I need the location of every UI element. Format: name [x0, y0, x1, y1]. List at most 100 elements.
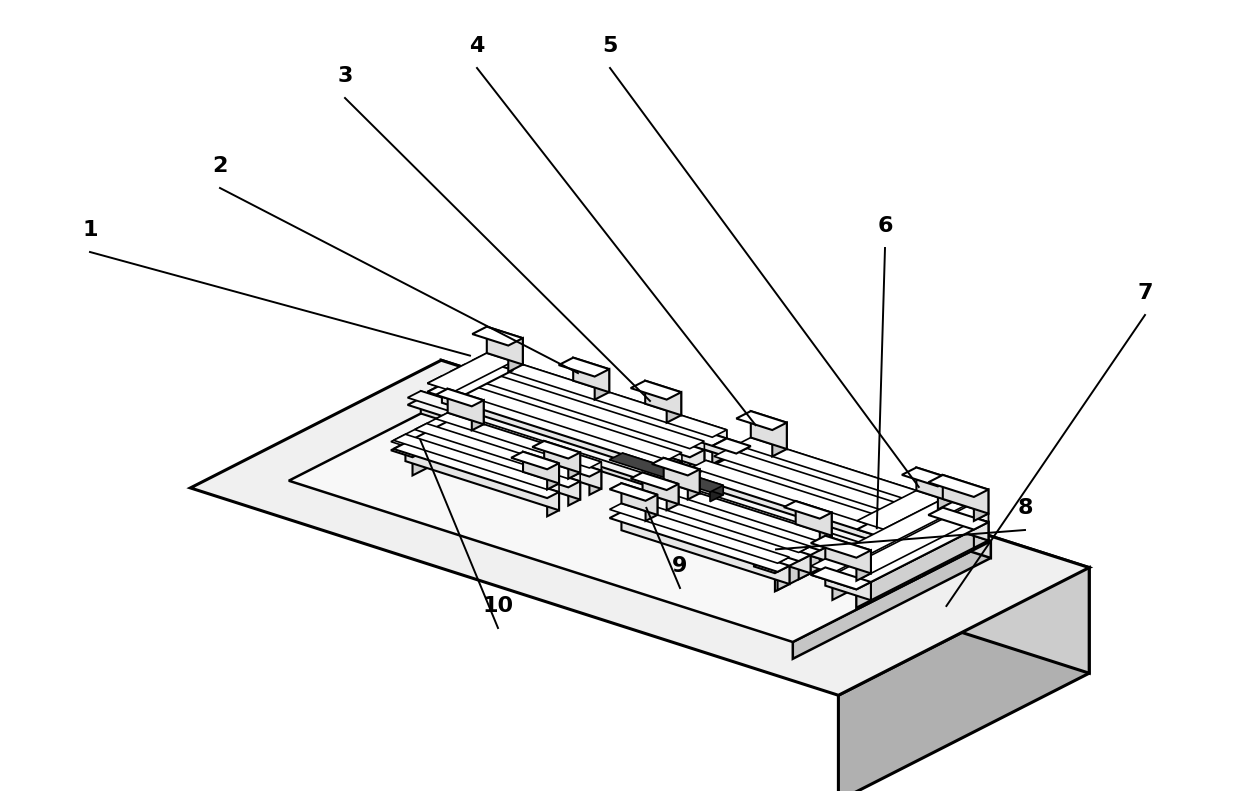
Polygon shape: [428, 376, 682, 460]
Polygon shape: [441, 360, 1089, 673]
Polygon shape: [712, 430, 727, 446]
Polygon shape: [811, 536, 870, 558]
Polygon shape: [631, 493, 811, 552]
Polygon shape: [428, 353, 513, 392]
Polygon shape: [472, 361, 727, 446]
Polygon shape: [487, 327, 523, 365]
Polygon shape: [857, 513, 988, 589]
Polygon shape: [835, 515, 988, 589]
Polygon shape: [405, 443, 559, 510]
Polygon shape: [754, 528, 832, 565]
Polygon shape: [663, 482, 832, 544]
Text: 2: 2: [212, 156, 228, 176]
Polygon shape: [547, 492, 559, 517]
Polygon shape: [532, 441, 580, 459]
Polygon shape: [777, 566, 790, 590]
Polygon shape: [621, 483, 657, 515]
Polygon shape: [511, 452, 559, 469]
Polygon shape: [420, 398, 925, 575]
Polygon shape: [393, 443, 559, 498]
Polygon shape: [414, 423, 580, 479]
Polygon shape: [737, 437, 942, 506]
Polygon shape: [631, 501, 811, 561]
Polygon shape: [448, 422, 469, 447]
Polygon shape: [832, 514, 965, 600]
Polygon shape: [405, 434, 559, 492]
Polygon shape: [667, 461, 682, 487]
Polygon shape: [916, 499, 942, 526]
Polygon shape: [750, 437, 942, 508]
Polygon shape: [450, 365, 704, 448]
Polygon shape: [413, 428, 469, 475]
Polygon shape: [750, 411, 787, 449]
Text: 10: 10: [482, 596, 513, 616]
Polygon shape: [414, 432, 580, 487]
Polygon shape: [832, 506, 965, 581]
Polygon shape: [568, 481, 580, 505]
Polygon shape: [689, 441, 704, 457]
Polygon shape: [711, 486, 723, 501]
Polygon shape: [441, 384, 682, 479]
Polygon shape: [448, 413, 469, 428]
Polygon shape: [712, 438, 727, 464]
Text: 3: 3: [337, 66, 352, 86]
Polygon shape: [464, 365, 704, 450]
Polygon shape: [967, 515, 988, 540]
Polygon shape: [728, 449, 920, 519]
Polygon shape: [450, 373, 704, 457]
Polygon shape: [916, 467, 952, 502]
Polygon shape: [775, 536, 832, 573]
Polygon shape: [911, 552, 925, 566]
Polygon shape: [796, 501, 832, 536]
Polygon shape: [883, 531, 898, 556]
Polygon shape: [929, 499, 942, 515]
Polygon shape: [857, 551, 870, 581]
Polygon shape: [929, 475, 988, 497]
Text: 9: 9: [672, 556, 688, 576]
Polygon shape: [775, 544, 832, 592]
Polygon shape: [428, 361, 513, 400]
Polygon shape: [471, 400, 484, 430]
Polygon shape: [652, 458, 699, 475]
Polygon shape: [454, 370, 513, 418]
Polygon shape: [448, 422, 601, 489]
Polygon shape: [811, 499, 965, 573]
Polygon shape: [391, 413, 469, 448]
Polygon shape: [967, 507, 988, 522]
Polygon shape: [820, 513, 832, 542]
Polygon shape: [420, 391, 925, 559]
Polygon shape: [728, 457, 920, 537]
Polygon shape: [428, 384, 682, 469]
Polygon shape: [289, 380, 991, 642]
Polygon shape: [667, 484, 678, 510]
Polygon shape: [454, 361, 513, 400]
Polygon shape: [589, 462, 601, 477]
Polygon shape: [826, 536, 870, 573]
Polygon shape: [706, 460, 898, 531]
Polygon shape: [906, 510, 920, 527]
Polygon shape: [523, 452, 559, 483]
Polygon shape: [472, 327, 523, 346]
Polygon shape: [547, 483, 559, 498]
Text: 7: 7: [1137, 283, 1153, 303]
Polygon shape: [692, 469, 898, 538]
Polygon shape: [427, 432, 580, 500]
Polygon shape: [645, 380, 681, 415]
Polygon shape: [487, 353, 513, 370]
Polygon shape: [559, 358, 609, 377]
Polygon shape: [857, 582, 870, 607]
Polygon shape: [663, 490, 832, 562]
Polygon shape: [413, 420, 469, 457]
Polygon shape: [883, 499, 942, 538]
Polygon shape: [441, 376, 682, 461]
Polygon shape: [448, 413, 601, 471]
Polygon shape: [621, 512, 790, 584]
Polygon shape: [799, 547, 811, 561]
Polygon shape: [435, 388, 484, 407]
Polygon shape: [901, 467, 952, 486]
Polygon shape: [487, 353, 727, 438]
Polygon shape: [464, 373, 704, 468]
Polygon shape: [826, 567, 870, 600]
Text: 6: 6: [877, 216, 893, 236]
Polygon shape: [942, 499, 965, 514]
